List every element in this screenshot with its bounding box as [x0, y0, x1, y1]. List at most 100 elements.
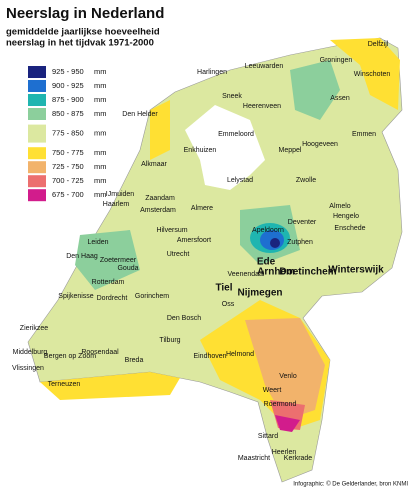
wet-zone	[290, 60, 340, 120]
city-label: Emmen	[352, 131, 376, 138]
city-label: Haarlem	[103, 201, 130, 208]
dry-zone	[275, 415, 300, 432]
city-label: Nijmegen	[237, 288, 282, 299]
title: Neerslag in Nederland	[6, 5, 164, 22]
city-label: Zierikzee	[20, 325, 49, 332]
city-label: Gorinchem	[135, 293, 169, 300]
city-label: Zaandam	[145, 195, 175, 202]
city-label: Heerlen	[272, 449, 297, 456]
city-label: Rotterdam	[92, 279, 125, 286]
wet-zone	[75, 230, 140, 290]
city-label: Ede	[257, 257, 276, 268]
city-label: Helmond	[226, 351, 254, 358]
city-label: Tilburg	[159, 337, 180, 344]
city-label: Zwolle	[296, 177, 316, 184]
city-label: Zoetermeer	[100, 257, 137, 264]
city-label: Roermond	[264, 401, 297, 408]
dry-zone	[150, 100, 170, 160]
legend-range: 700 - 725	[52, 176, 84, 185]
city-label: Bergen op Zoom	[44, 353, 96, 360]
legend-swatch	[28, 80, 46, 92]
city-label: Winterswijk	[328, 265, 384, 276]
legend-swatch	[28, 147, 46, 160]
city-label: Hoogeveen	[302, 141, 338, 148]
city-label: Weert	[263, 387, 282, 394]
city-label: Den Haag	[66, 253, 98, 260]
city-label: Sittard	[258, 433, 278, 440]
legend-unit: mm	[94, 95, 107, 104]
city-label: Veenendaal	[228, 271, 265, 278]
city-labels: Delfzijl Groningen Harlingen Leeuwarden Wins…	[12, 41, 390, 462]
legend-unit: mm	[94, 81, 107, 90]
legend-swatch	[28, 108, 46, 120]
legend-unit: mm	[94, 109, 107, 118]
city-label: Delfzijl	[368, 41, 389, 48]
city-label: Kerkrade	[284, 455, 313, 462]
city-label: Utrecht	[167, 251, 190, 258]
legend-range: 900 - 925	[52, 81, 84, 90]
city-label: Oss	[222, 301, 235, 308]
city-label: Assen	[330, 95, 350, 102]
city-label: Deventer	[288, 219, 317, 226]
legend-range: 725 - 750	[52, 162, 84, 171]
legend-swatch	[28, 66, 46, 78]
legend-range: 925 - 950	[52, 67, 84, 76]
city-label: Heerenveen	[243, 103, 281, 110]
legend-swatch	[28, 161, 46, 174]
city-label: Tiel	[215, 283, 232, 294]
city-label: Enkhuizen	[184, 147, 217, 154]
city-label: Terneuzen	[48, 381, 81, 388]
city-label: Eindhoven	[193, 353, 226, 360]
ijsselmeer	[185, 105, 265, 190]
city-label: Almelo	[329, 203, 351, 210]
dry-zone	[330, 38, 400, 110]
city-label: Hilversum	[156, 227, 187, 234]
city-label: Almere	[191, 205, 213, 212]
legend-unit: mm	[94, 176, 107, 185]
city-label: Meppel	[279, 147, 302, 154]
city-label: Venlo	[279, 373, 297, 380]
city-label: Den Helder	[122, 111, 158, 118]
legend-unit: mm	[94, 162, 107, 171]
dry-zone	[40, 372, 180, 400]
city-label: Emmeloord	[218, 131, 254, 138]
city-label: Vlissingen	[12, 365, 44, 372]
legend-swatch	[28, 94, 46, 106]
legend-unit: mm	[94, 148, 107, 157]
city-label: Doetinchem	[279, 267, 336, 278]
city-label: Amsterdam	[140, 207, 176, 214]
city-label: Harlingen	[197, 69, 227, 76]
city-label: Leeuwarden	[245, 63, 284, 70]
legend-range: 850 - 875	[52, 109, 84, 118]
dry-zone	[245, 318, 325, 420]
city-label: Alkmaar	[141, 161, 167, 168]
city-label: IJmuiden	[106, 191, 135, 198]
city-label: Dordrecht	[97, 295, 128, 302]
city-label: Den Bosch	[167, 315, 201, 322]
subtitle: gemiddelde jaarlijkse hoeveelheid	[6, 27, 160, 38]
city-label: Amersfoort	[177, 237, 211, 244]
city-label: Lelystad	[227, 177, 253, 184]
city-label: Maastricht	[238, 455, 270, 462]
city-label: Zutphen	[287, 239, 313, 246]
city-label: Hengelo	[333, 213, 359, 220]
credit: Infographic: © De Gelderlander, bron KNM…	[293, 481, 408, 488]
city-label: Spijkenisse	[58, 293, 94, 300]
city-label: Leiden	[87, 239, 108, 246]
city-label: Apeldoorn	[252, 227, 284, 234]
wet-zone	[270, 238, 280, 248]
legend-range: 775 - 850	[52, 129, 84, 138]
legend: 925 - 950 mm 900 - 925 mm 875 - 900 mm 850 - 8…	[28, 66, 107, 202]
land	[27, 37, 403, 483]
legend-swatch	[28, 189, 46, 202]
subtitle: neerslag in het tijdvak 1971-2000	[6, 38, 154, 49]
city-label: Breda	[125, 357, 144, 364]
city-label: Gouda	[117, 265, 138, 272]
legend-range: 675 - 700	[52, 190, 84, 199]
legend-swatch	[28, 175, 46, 188]
city-label: Middelburg	[13, 349, 48, 356]
legend-range: 750 - 775	[52, 148, 84, 157]
city-label: Roosendaal	[81, 349, 119, 356]
city-label: Sneek	[222, 93, 242, 100]
